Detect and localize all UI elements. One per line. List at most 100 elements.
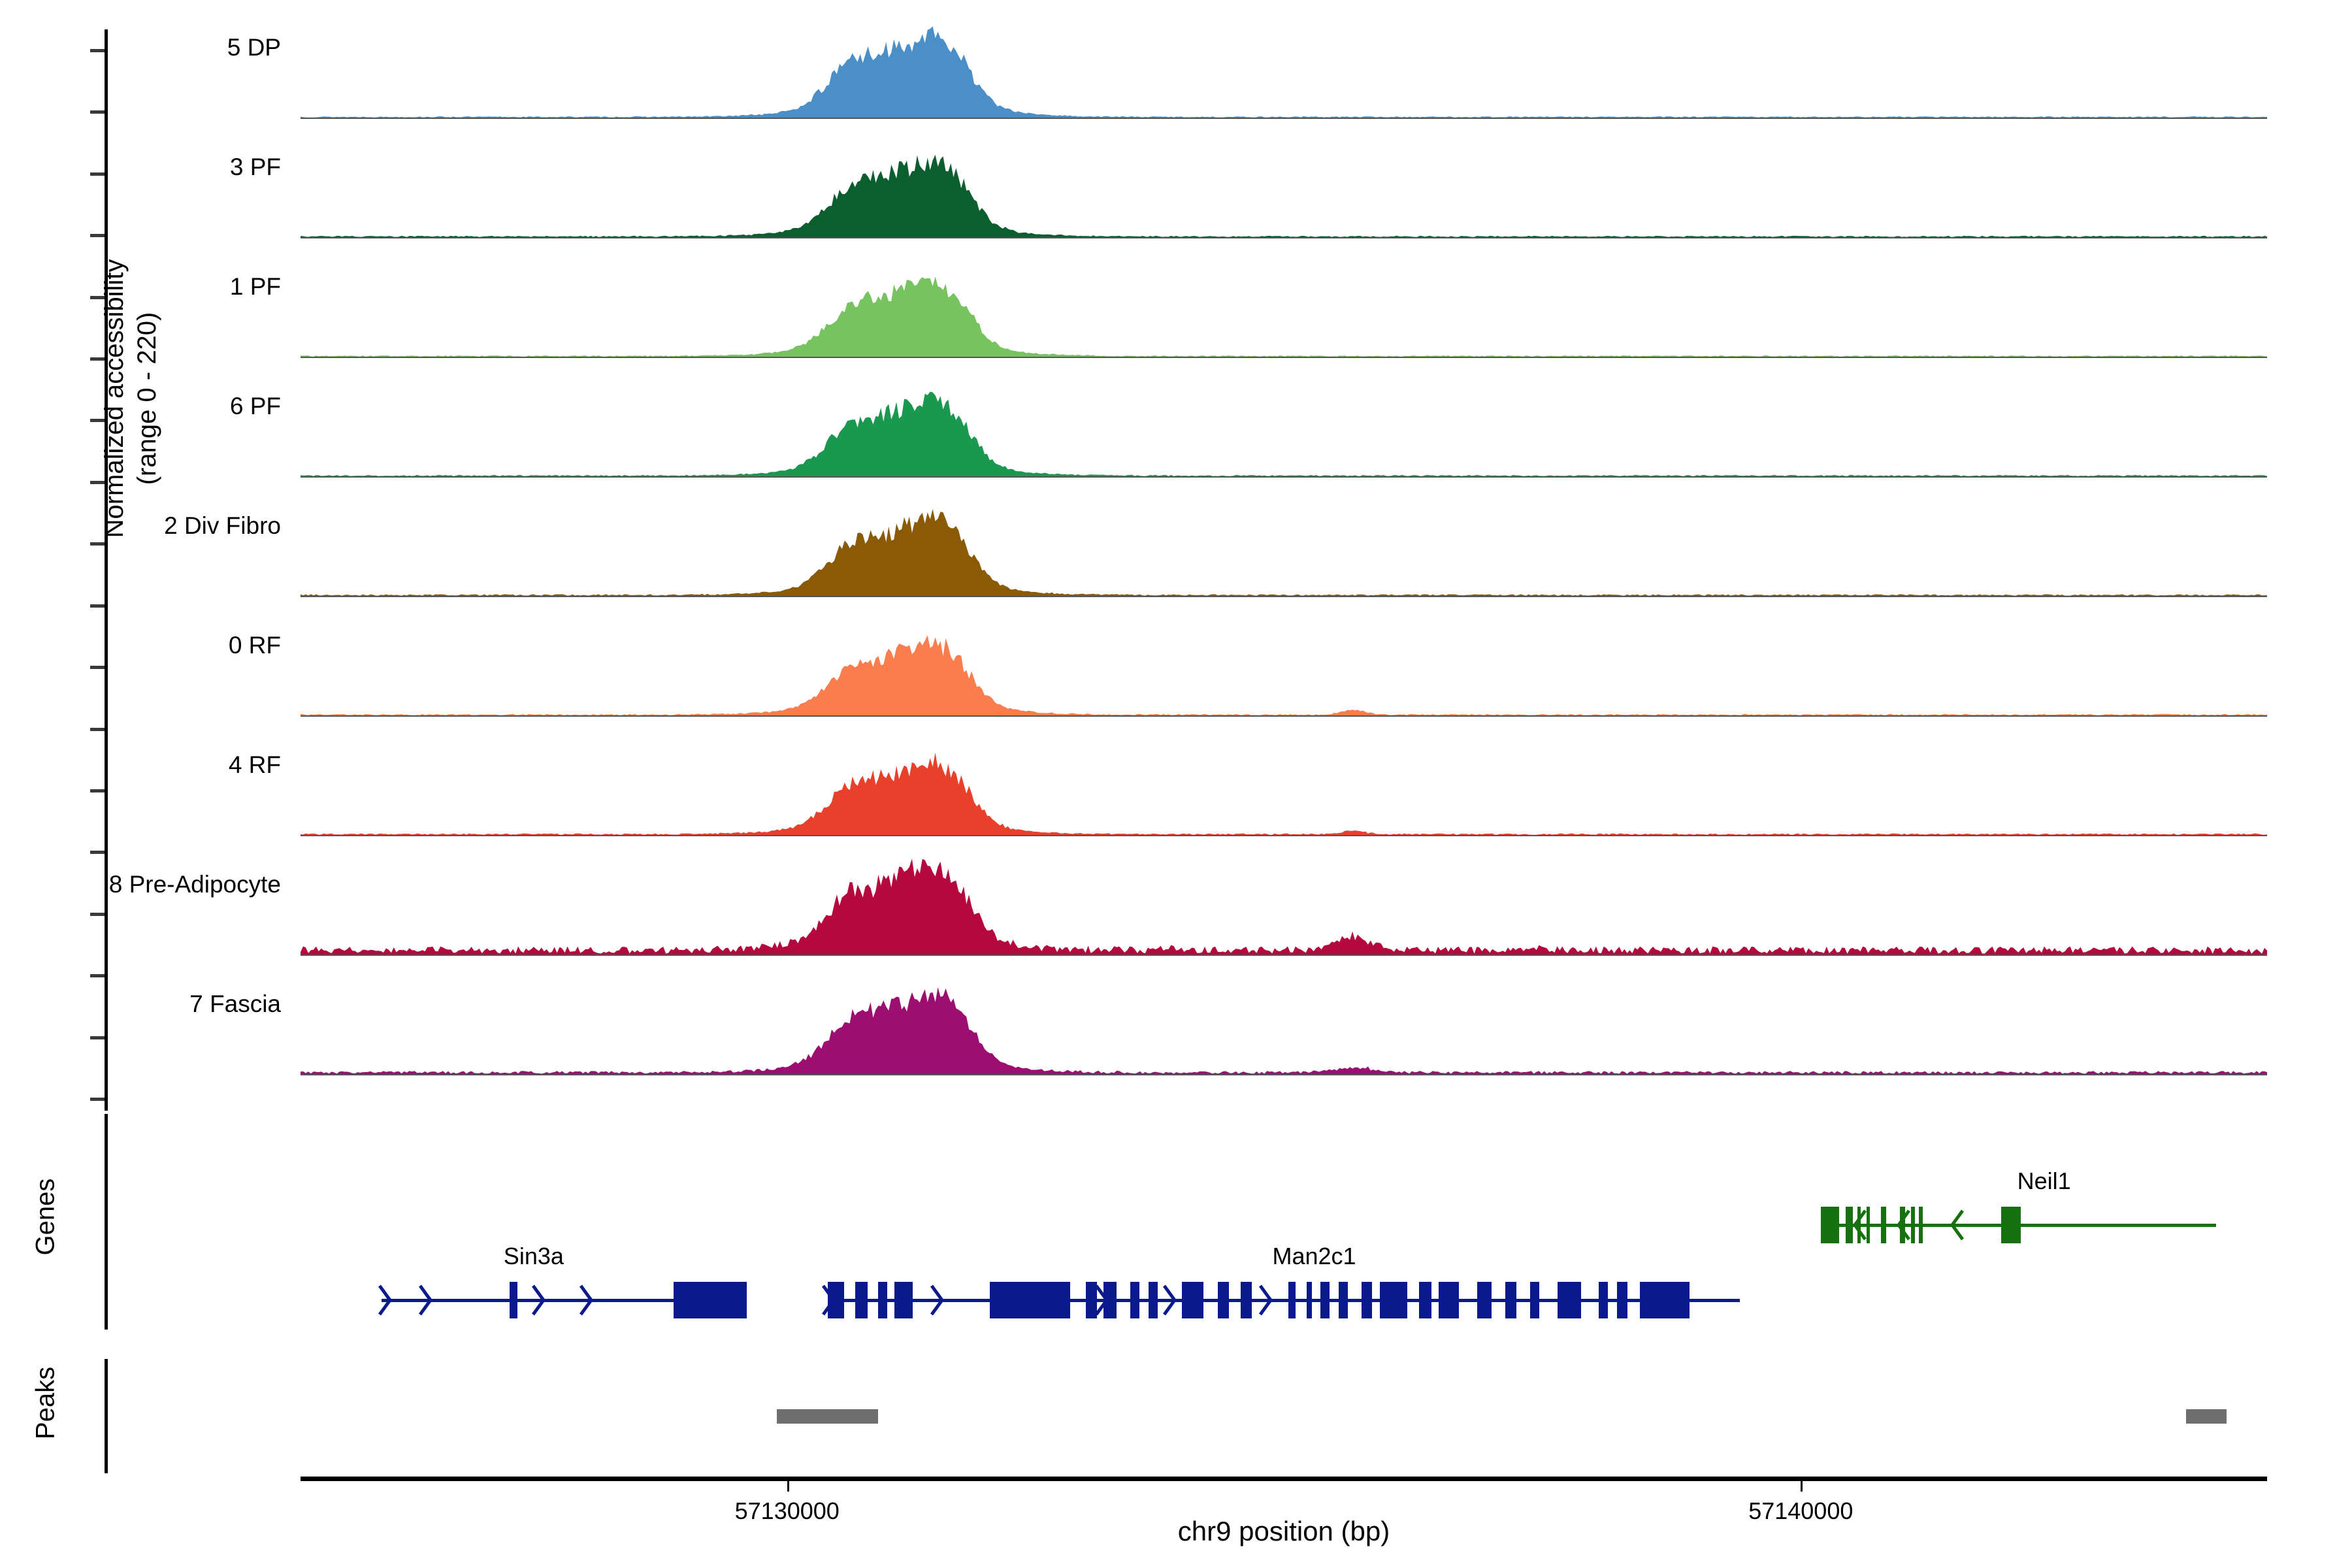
- gene-exon: [1418, 1282, 1432, 1318]
- y-axis-tick: [90, 419, 105, 423]
- y-axis-tick: [90, 110, 105, 114]
- gene-exon: [1505, 1282, 1517, 1318]
- gene-exon: [1639, 1282, 1690, 1318]
- track-label-3-pf: 3 PF: [229, 154, 281, 180]
- y-axis-tick: [90, 851, 105, 855]
- signal-track-1-pf: [301, 276, 2267, 357]
- gene-strand-arrow-icon: [1163, 1284, 1177, 1316]
- x-axis-tick: [1801, 1481, 1803, 1492]
- y-axis-tick: [90, 357, 105, 361]
- y-axis-tick: [90, 604, 105, 608]
- gene-strand-arrow-icon: [1950, 1209, 1965, 1241]
- gene-exon: [1241, 1282, 1252, 1318]
- gene-exon: [1379, 1282, 1407, 1318]
- gene-name-neil1: Neil1: [2017, 1168, 2071, 1194]
- gene-exon: [1320, 1282, 1330, 1318]
- y-axis-tick: [90, 542, 105, 546]
- gene-name-sin3a: Sin3a: [503, 1243, 564, 1269]
- gene-strand-arrow-icon: [378, 1284, 392, 1316]
- gene-exon: [1911, 1207, 1915, 1243]
- track-label-8-pre-adipocyte: 8 Pre-Adipocyte: [108, 871, 281, 898]
- genes-section-label: Genes: [31, 1178, 60, 1256]
- gene-exon: [1218, 1282, 1230, 1318]
- x-axis-tick-label: 57140000: [1748, 1497, 1854, 1524]
- y-axis-tick: [90, 1036, 105, 1039]
- y-axis-tick: [90, 727, 105, 731]
- peaks-section-label: Peaks: [31, 1366, 60, 1440]
- gene-exon: [1130, 1282, 1140, 1318]
- y-axis-tick: [90, 666, 105, 670]
- gene-exon: [1477, 1282, 1492, 1318]
- peaks-section-spine: [105, 1359, 108, 1473]
- signal-tracks: [301, 0, 2267, 1111]
- peak-region: [2185, 1409, 2227, 1424]
- gene-exon: [673, 1282, 747, 1318]
- signal-track-2-div-fibro: [301, 509, 2267, 596]
- track-label-4-rf: 4 RF: [228, 751, 281, 778]
- gene-strand-arrow-icon: [532, 1284, 546, 1316]
- signal-track-4-rf: [301, 752, 2267, 835]
- gene-exon: [1181, 1282, 1204, 1318]
- gene-exon: [877, 1282, 887, 1318]
- gene-strand-arrow-icon: [1259, 1284, 1273, 1316]
- y-axis-tick: [90, 295, 105, 299]
- peaks-section: Peaks: [0, 1356, 2352, 1477]
- x-axis: 57130000 57140000: [301, 1477, 2267, 1568]
- gene-strand-arrow-icon: [822, 1284, 836, 1316]
- gene-exon: [1919, 1207, 1923, 1243]
- gene-exon: [1616, 1282, 1628, 1318]
- peak-track: [301, 1356, 2267, 1477]
- gene-exon: [894, 1282, 913, 1318]
- track-baseline: [301, 237, 2267, 238]
- gene-exon: [2001, 1207, 2021, 1243]
- gene-exon: [990, 1282, 1071, 1318]
- gene-exon: [1881, 1207, 1886, 1243]
- y-axis-tick: [90, 974, 105, 978]
- gene-exon: [1338, 1282, 1348, 1318]
- gene-strand-arrow-icon: [1897, 1209, 1911, 1241]
- gene-exon: [1361, 1282, 1373, 1318]
- gene-exon: [1821, 1207, 1839, 1243]
- x-axis-label: chr9 position (bp): [1177, 1516, 1390, 1546]
- gene-exon: [1557, 1282, 1582, 1318]
- gene-exon: [1306, 1282, 1313, 1318]
- x-axis-line: [301, 1477, 2267, 1481]
- signal-track-7-fascia: [301, 987, 2267, 1074]
- track-baseline: [301, 476, 2267, 478]
- signal-track-5-dp: [301, 26, 2267, 118]
- gene-annotation-track: Sin3a Man2c1 Neil1: [301, 1111, 2267, 1346]
- gene-name-man2c1: Man2c1: [1272, 1243, 1356, 1269]
- gene-exon: [1900, 1207, 1905, 1243]
- genes-section-spine: [105, 1114, 108, 1330]
- track-baseline: [301, 955, 2267, 956]
- track-label-0-rf: 0 RF: [228, 632, 281, 659]
- x-axis-tick-label: 57130000: [734, 1497, 840, 1524]
- gene-intron-line: [382, 1299, 747, 1302]
- gene-strand-arrow-icon: [930, 1284, 945, 1316]
- gene-exon: [1530, 1282, 1539, 1318]
- track-baseline: [301, 1074, 2267, 1075]
- gene-exon: [1288, 1282, 1296, 1318]
- gene-exon: [1103, 1282, 1117, 1318]
- track-baseline: [301, 596, 2267, 597]
- gene-exon: [1857, 1207, 1861, 1243]
- y-axis-tick: [90, 234, 105, 238]
- y-axis-tick: [90, 912, 105, 916]
- gene-strand-arrow-icon: [1094, 1284, 1109, 1316]
- gene-strand-arrow-icon: [1852, 1209, 1867, 1241]
- gene-exon: [855, 1282, 868, 1318]
- y-axis-tick: [90, 480, 105, 484]
- y-axis-tick: [90, 1098, 105, 1101]
- gene-exon: [1439, 1282, 1460, 1318]
- signal-track-3-pf: [301, 154, 2267, 237]
- peak-region: [777, 1409, 879, 1424]
- track-baseline: [301, 357, 2267, 358]
- gene-exon: [1845, 1207, 1853, 1243]
- track-label-5-dp: 5 DP: [227, 34, 281, 61]
- y-axis-spine: [90, 29, 108, 1111]
- track-label-7-fascia: 7 Fascia: [189, 990, 281, 1017]
- track-label-2-div-fibro: 2 Div Fibro: [164, 512, 281, 539]
- track-baseline: [301, 715, 2267, 717]
- signal-track-6-pf: [301, 391, 2267, 476]
- track-label-1-pf: 1 PF: [229, 273, 281, 300]
